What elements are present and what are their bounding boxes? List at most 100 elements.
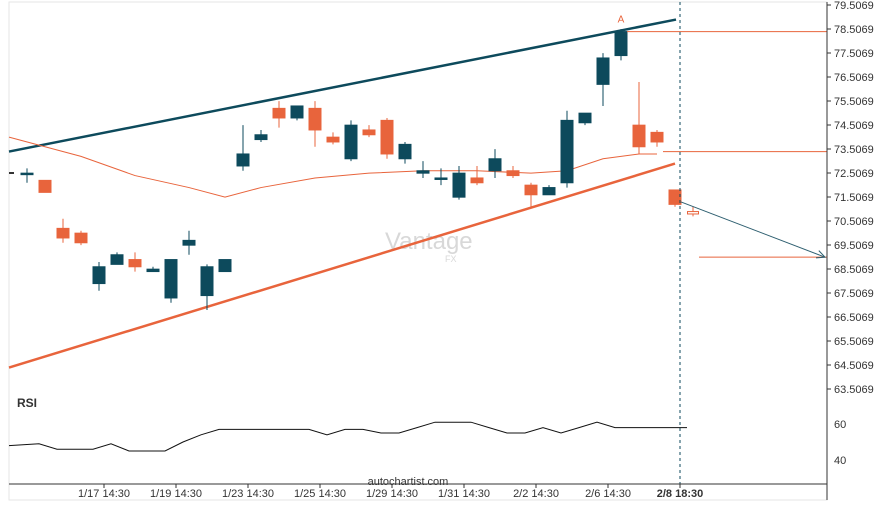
candle-body [362,129,376,136]
candle-body [416,170,430,174]
candle-body [272,107,286,119]
candle [524,182,538,207]
candle-body [470,177,484,184]
candle [596,53,610,106]
candle-body [380,119,394,155]
candle [452,165,466,200]
candle-body [182,239,196,246]
candle [362,125,376,138]
y-tick-label: 72.5069 [834,168,874,180]
candle-body [596,57,610,85]
moving-average [8,136,657,198]
candle [218,259,232,273]
x-tick-label: 1/25 14:30 [294,488,346,500]
watermark-text: Vantage [385,228,473,255]
candle [200,264,214,310]
y-tick-label: 63.5069 [834,384,874,396]
candle-body [344,124,358,160]
moving-average-line [8,136,657,198]
forecast-arrow-line [680,201,826,258]
channel-lower-line [8,162,676,369]
candle [38,179,52,193]
candle-body [687,211,699,215]
candle-body [614,31,628,57]
candle [398,141,412,164]
candle [380,117,394,159]
candles [20,29,699,310]
candle [434,168,448,186]
candle [74,230,88,246]
candle [488,149,502,178]
candle-body [524,184,538,196]
candle-body [290,105,304,119]
footer-credit: autochartist.com [368,476,449,488]
candle-body [56,227,70,239]
candle [632,81,646,154]
candle-body [164,259,178,299]
rsi-line [8,421,687,452]
candle [164,259,178,303]
candle-body [578,112,592,124]
x-tick-label: 2/2 14:30 [513,488,559,500]
candle-body [200,266,214,297]
candle-body [398,143,412,160]
y-tick-label: 68.5069 [834,264,874,276]
y-tick-label: 70.5069 [834,216,874,228]
candle [254,129,268,142]
overlays: A [618,2,827,484]
candle [92,261,106,291]
candle-body [218,259,232,273]
y-tick-label: 75.5069 [834,96,874,108]
candle-body [506,170,520,177]
y-tick-label: 71.5069 [834,192,874,204]
candle [416,161,430,178]
x-tick-label: 1/17 14:30 [78,488,130,500]
candle [560,110,574,188]
forecast-arrow-head [815,250,827,259]
watermark: Vantage FX [385,228,473,264]
y-tick-label: 78.5069 [834,24,874,36]
y-tick-label: 67.5069 [834,288,874,300]
channel-upper-line [8,18,677,153]
x-tick-label: 1/29 14:30 [366,488,418,500]
candle-body [560,119,574,184]
candle [614,29,628,61]
x-tick-label: 1/23 14:30 [222,488,274,500]
candle [668,189,682,207]
candle [182,230,196,255]
candle-body [488,158,502,172]
rsi-tick-label: 60 [834,419,846,431]
y-tick-label: 76.5069 [834,72,874,84]
candle [290,105,304,121]
candle-body [146,268,160,273]
y-tick-label: 74.5069 [834,120,874,132]
candle [506,165,520,178]
rsi-panel: RSI 60 40 [8,396,846,467]
x-axis: 1/17 14:30 1/19 14:30 1/23 14:30 1/25 14:30… [9,483,827,500]
x-tick-label: 1/19 14:30 [150,488,202,500]
y-tick-label: 69.5069 [834,240,874,252]
y-tick-label: 77.5069 [834,48,874,60]
candle [326,132,340,145]
candle [236,125,250,171]
candle-body [236,153,250,167]
candle [542,185,556,196]
candle [56,218,70,243]
y-axis: 79.5069 78.5069 77.5069 76.5069 75.5069 74.50… [9,0,874,500]
candle-body [668,189,682,205]
candle-body [74,232,88,244]
candle [20,168,34,183]
candle-body [254,134,268,141]
x-tick-label: 2/6 14:30 [585,488,631,500]
candle-body [20,172,34,176]
y-tick-label: 64.5069 [834,360,874,372]
candle-body [326,136,340,143]
candle-body [110,254,124,265]
y-tick-label: 73.5069 [834,144,874,156]
candle-body [128,259,142,268]
y-tick-label: 79.5069 [834,0,874,12]
y-tick-label: 66.5069 [834,312,874,324]
pattern-point-label: A [618,14,625,25]
candle [687,206,699,217]
